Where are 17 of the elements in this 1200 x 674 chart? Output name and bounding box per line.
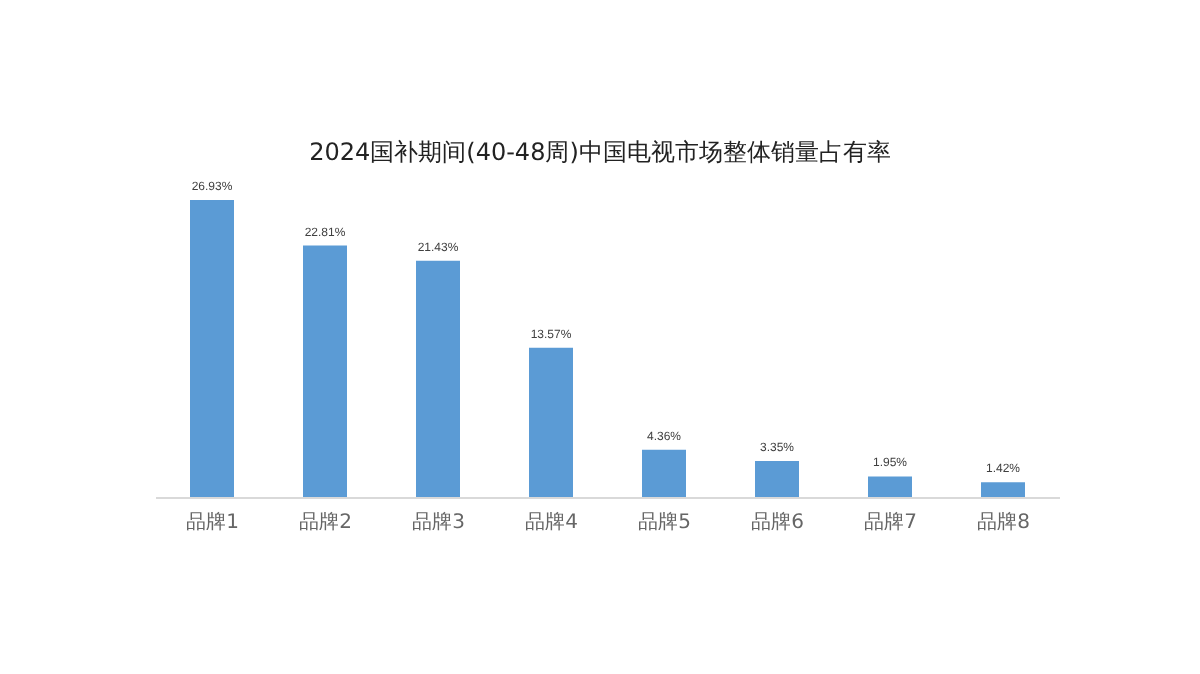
bar [303,245,347,498]
bar [529,347,573,498]
x-tick-label: 品牌5 [638,510,691,535]
x-tick-label: 品牌1 [186,510,239,535]
x-tick-label: 品牌8 [977,510,1030,535]
x-tick-label: 品牌6 [751,510,804,535]
x-tick-label: 品牌4 [525,510,578,535]
x-tick-label: 品牌2 [299,510,352,535]
bar [755,460,799,498]
chart-title: 2024国补期间(40-48周)中国电视市场整体销量占有率 [307,136,893,170]
bar [642,449,686,498]
bar [190,200,234,498]
x-tick-label: 品牌3 [412,510,465,535]
x-tick-label: 品牌7 [864,510,917,535]
bar [868,476,912,498]
bar [416,260,460,498]
bar [981,482,1025,498]
